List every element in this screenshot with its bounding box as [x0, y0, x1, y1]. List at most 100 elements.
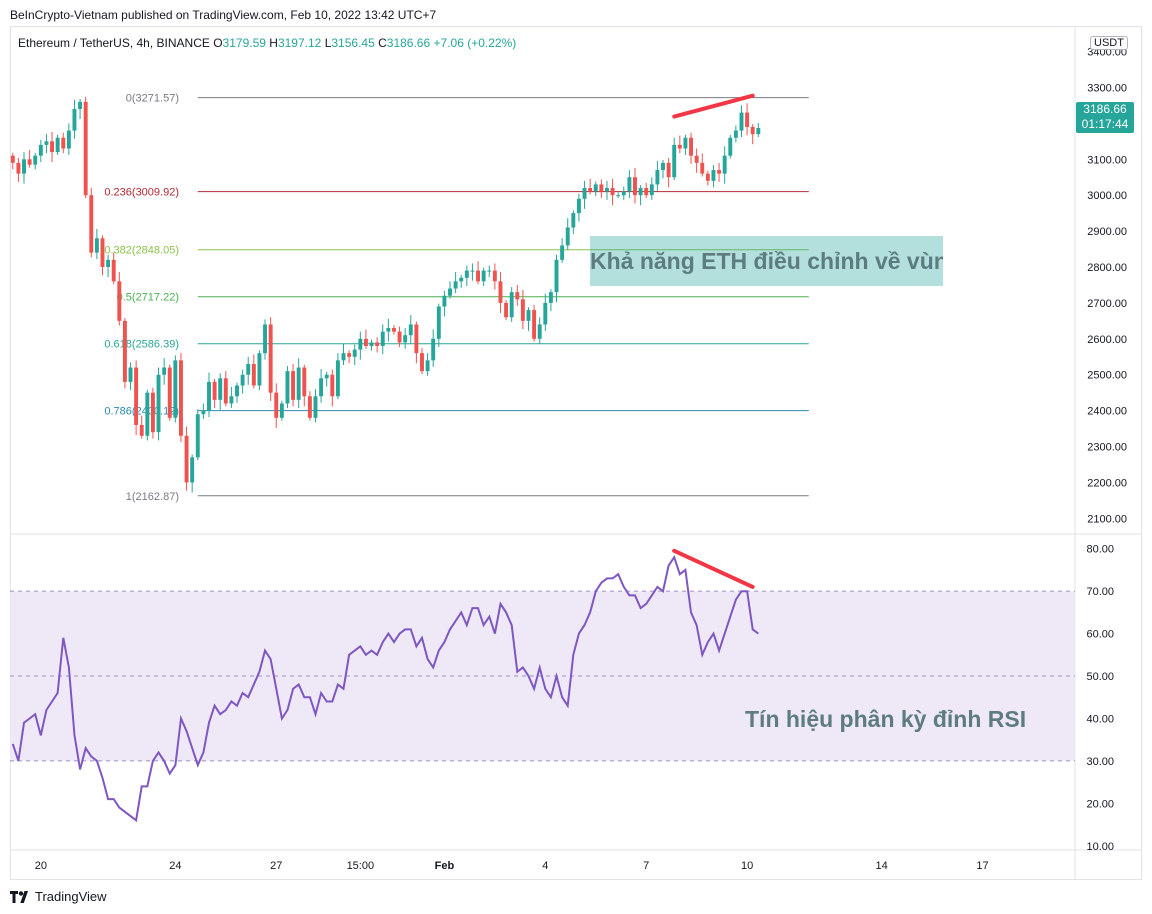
candle-body — [291, 371, 296, 400]
candle — [375, 337, 380, 353]
candle — [386, 318, 391, 342]
candle — [274, 383, 279, 428]
candle-body — [733, 130, 738, 138]
candle-body — [145, 392, 150, 436]
candle-body — [431, 338, 436, 361]
candle — [487, 265, 492, 278]
candle — [705, 170, 710, 186]
candle-body — [178, 360, 183, 436]
ohlc-open: 3179.59 — [222, 36, 266, 50]
candle — [117, 272, 122, 326]
eth-retrace-zone-annotation[interactable]: Khả năng ETH điều chỉnh về vùng này và p… — [590, 236, 943, 286]
candle — [722, 146, 727, 184]
bar-countdown: 01:17:44 — [1081, 117, 1129, 131]
candle — [268, 317, 273, 401]
candle — [251, 354, 256, 389]
candle-body — [470, 270, 475, 272]
candle-body — [425, 360, 430, 372]
candle — [532, 305, 537, 342]
price-axis-tick: 3000.00 — [1087, 190, 1127, 202]
candle-body — [375, 342, 380, 346]
candle — [307, 391, 312, 421]
ohlc-high: 3197.12 — [277, 36, 322, 50]
candle — [106, 254, 111, 278]
candle-body — [391, 328, 396, 332]
time-axis-tick: 15:00 — [347, 860, 375, 872]
candle — [240, 369, 245, 394]
candle — [610, 178, 615, 206]
candle-body — [436, 306, 441, 339]
fib-level-label: 1(2162.87) — [126, 491, 179, 503]
candle — [27, 149, 32, 168]
candle — [576, 193, 581, 222]
currency-badge[interactable]: USDT — [1090, 36, 1128, 50]
rsi-divergence-annotation[interactable]: Tín hiệu phân kỳ đỉnh RSI — [745, 706, 1027, 732]
candle — [391, 325, 396, 335]
candle-body — [683, 137, 688, 149]
candle — [313, 389, 318, 423]
candle — [229, 386, 234, 409]
candle-body — [257, 353, 262, 386]
candle — [644, 182, 649, 199]
candle — [627, 170, 632, 199]
brand-name: TradingView — [35, 889, 107, 904]
candle-body — [403, 335, 408, 343]
candle — [324, 371, 329, 387]
rsi-axis-tick: 50.00 — [1086, 671, 1114, 683]
candle — [162, 358, 167, 385]
candle — [403, 328, 408, 349]
candle-body — [229, 396, 234, 404]
candle-body — [750, 126, 755, 135]
candle — [33, 152, 38, 170]
candle-body — [588, 187, 593, 192]
candle — [700, 153, 705, 177]
candle-body — [33, 155, 38, 165]
symbol-title[interactable]: Ethereum / TetherUS, 4h, BINANCE — [18, 36, 210, 50]
candle-body — [184, 435, 189, 483]
candle — [582, 180, 587, 209]
candle — [638, 185, 643, 206]
candle — [38, 139, 43, 163]
candle — [341, 343, 346, 366]
candle — [745, 103, 750, 136]
candle-body — [705, 173, 710, 181]
candle-body — [128, 367, 133, 382]
candle-body — [195, 414, 200, 458]
candle-body — [728, 137, 733, 156]
fib-level-label: 0.618(2586.39) — [104, 339, 179, 351]
candle — [509, 287, 514, 322]
time-axis-tick: 14 — [875, 860, 887, 872]
candle-body — [582, 187, 587, 199]
candle — [167, 364, 172, 421]
price-axis-tick: 3100.00 — [1087, 154, 1127, 166]
rsi-axis-tick: 70.00 — [1086, 586, 1114, 598]
candle-body — [330, 374, 335, 397]
fib-level-label: 0.236(3009.92) — [104, 187, 179, 199]
candle — [543, 293, 548, 331]
candle-body — [78, 101, 83, 109]
tradingview-brand[interactable]: TradingView — [10, 889, 107, 904]
candle — [61, 132, 66, 154]
rsi-axis-tick: 30.00 — [1086, 756, 1114, 768]
candle-body — [302, 367, 307, 397]
candle — [420, 348, 424, 375]
candle-body — [358, 338, 363, 350]
candle — [470, 263, 475, 281]
candle-body — [55, 137, 60, 153]
candle — [128, 362, 133, 391]
candle-body — [442, 295, 447, 307]
candle-body — [268, 324, 273, 393]
ohlc-low-label: L — [324, 36, 332, 50]
candle-body — [240, 374, 245, 386]
candle-body — [420, 353, 424, 372]
candle — [436, 303, 441, 348]
candle — [263, 319, 268, 360]
candle — [756, 123, 761, 138]
candle-body — [644, 187, 649, 196]
candle-body — [593, 184, 598, 192]
candle-body — [616, 195, 621, 197]
candle — [173, 355, 178, 423]
candle-body — [117, 281, 122, 321]
candle-body — [44, 141, 49, 145]
